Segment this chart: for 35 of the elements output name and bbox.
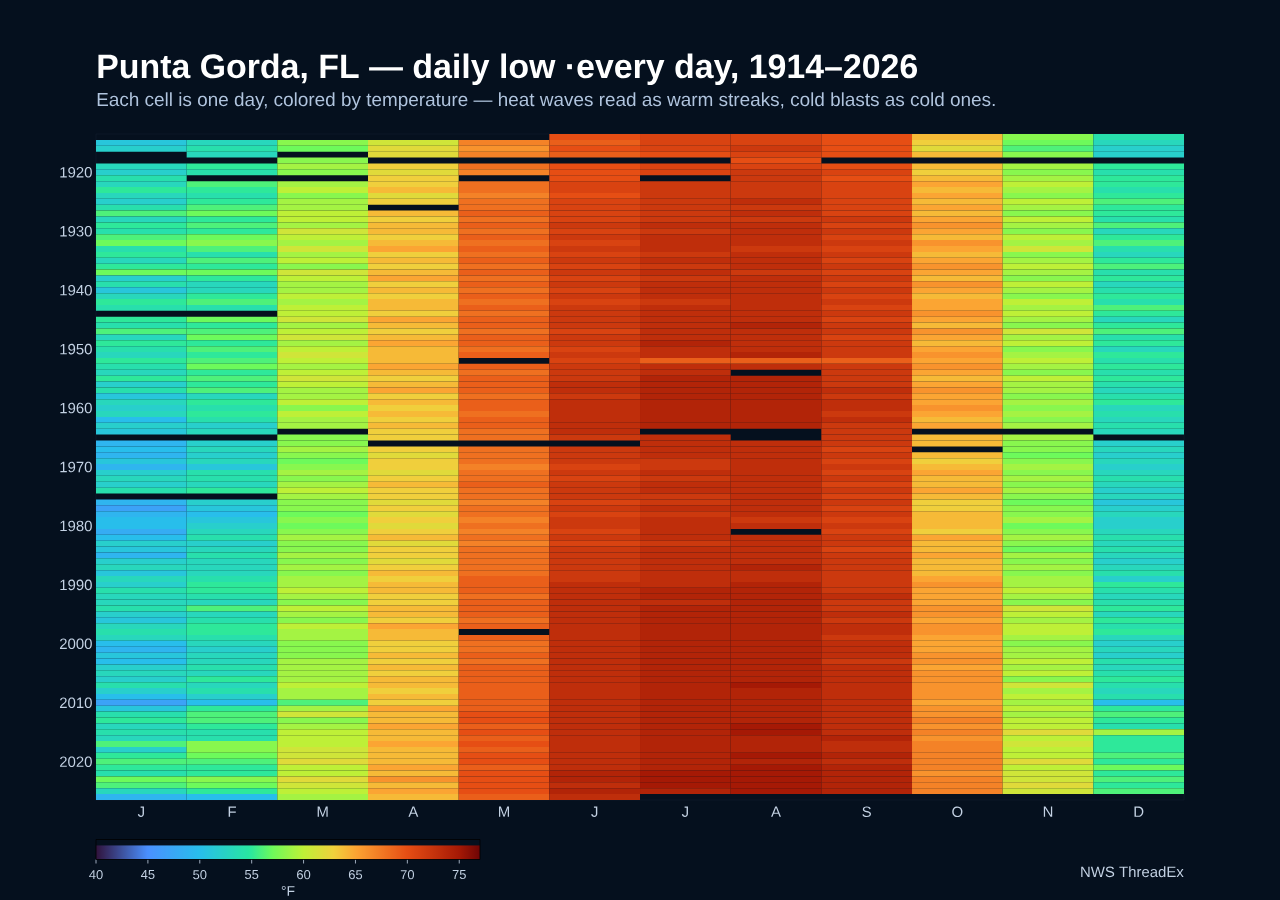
y-tick-label: 2010: [59, 697, 92, 709]
x-tick-label: O: [952, 806, 963, 818]
color-bar-label: 70: [400, 870, 415, 880]
y-tick-label: 1930: [60, 225, 92, 237]
x-tick-label: S: [862, 806, 871, 818]
x-tick-label: M: [317, 806, 328, 817]
color-bar-label: 40: [89, 870, 103, 880]
x-tick-label: M: [499, 806, 509, 817]
x-tick-label: N: [1043, 806, 1053, 817]
y-tick-label: 1960: [60, 402, 92, 414]
x-tick-label: A: [771, 806, 781, 817]
x-tick-label: A: [408, 806, 419, 817]
color-bar-title: °F: [281, 886, 295, 896]
y-tick-label: 1990: [60, 579, 92, 591]
color-bar-label: 45: [140, 870, 155, 880]
y-tick-label: 1920: [60, 167, 92, 178]
color-bar-label: 65: [348, 870, 363, 880]
x-tick-label: J: [591, 806, 598, 817]
text: NWS ThreadEx: [1081, 866, 1184, 878]
x-tick-label: D: [1134, 806, 1144, 817]
color-bar-label: 50: [193, 870, 207, 880]
y-tick-label: 1980: [60, 520, 92, 532]
y-tick-label: 1940: [60, 284, 92, 296]
color-bar-label: 75: [452, 870, 466, 880]
y-tick-label: 2020: [59, 756, 92, 767]
y-tick-label: 1970: [60, 461, 92, 473]
color-bar-label: 60: [297, 870, 311, 880]
chart-title: Punta Gorda, FL — daily low ·every day, 1914–2026: [98, 53, 918, 86]
y-tick-label: 2000: [59, 638, 92, 650]
y-tick-label: 1950: [60, 343, 92, 355]
x-tick-label: J: [681, 806, 688, 817]
x-tick-label: J: [137, 806, 144, 817]
color-bar-label: 55: [244, 870, 259, 880]
chart-subtitle: Each cell is one day, colored by temperature — heat waves read as warm streaks, cold blasts as cold ones.: [97, 92, 995, 110]
x-tick-label: F: [228, 806, 236, 817]
